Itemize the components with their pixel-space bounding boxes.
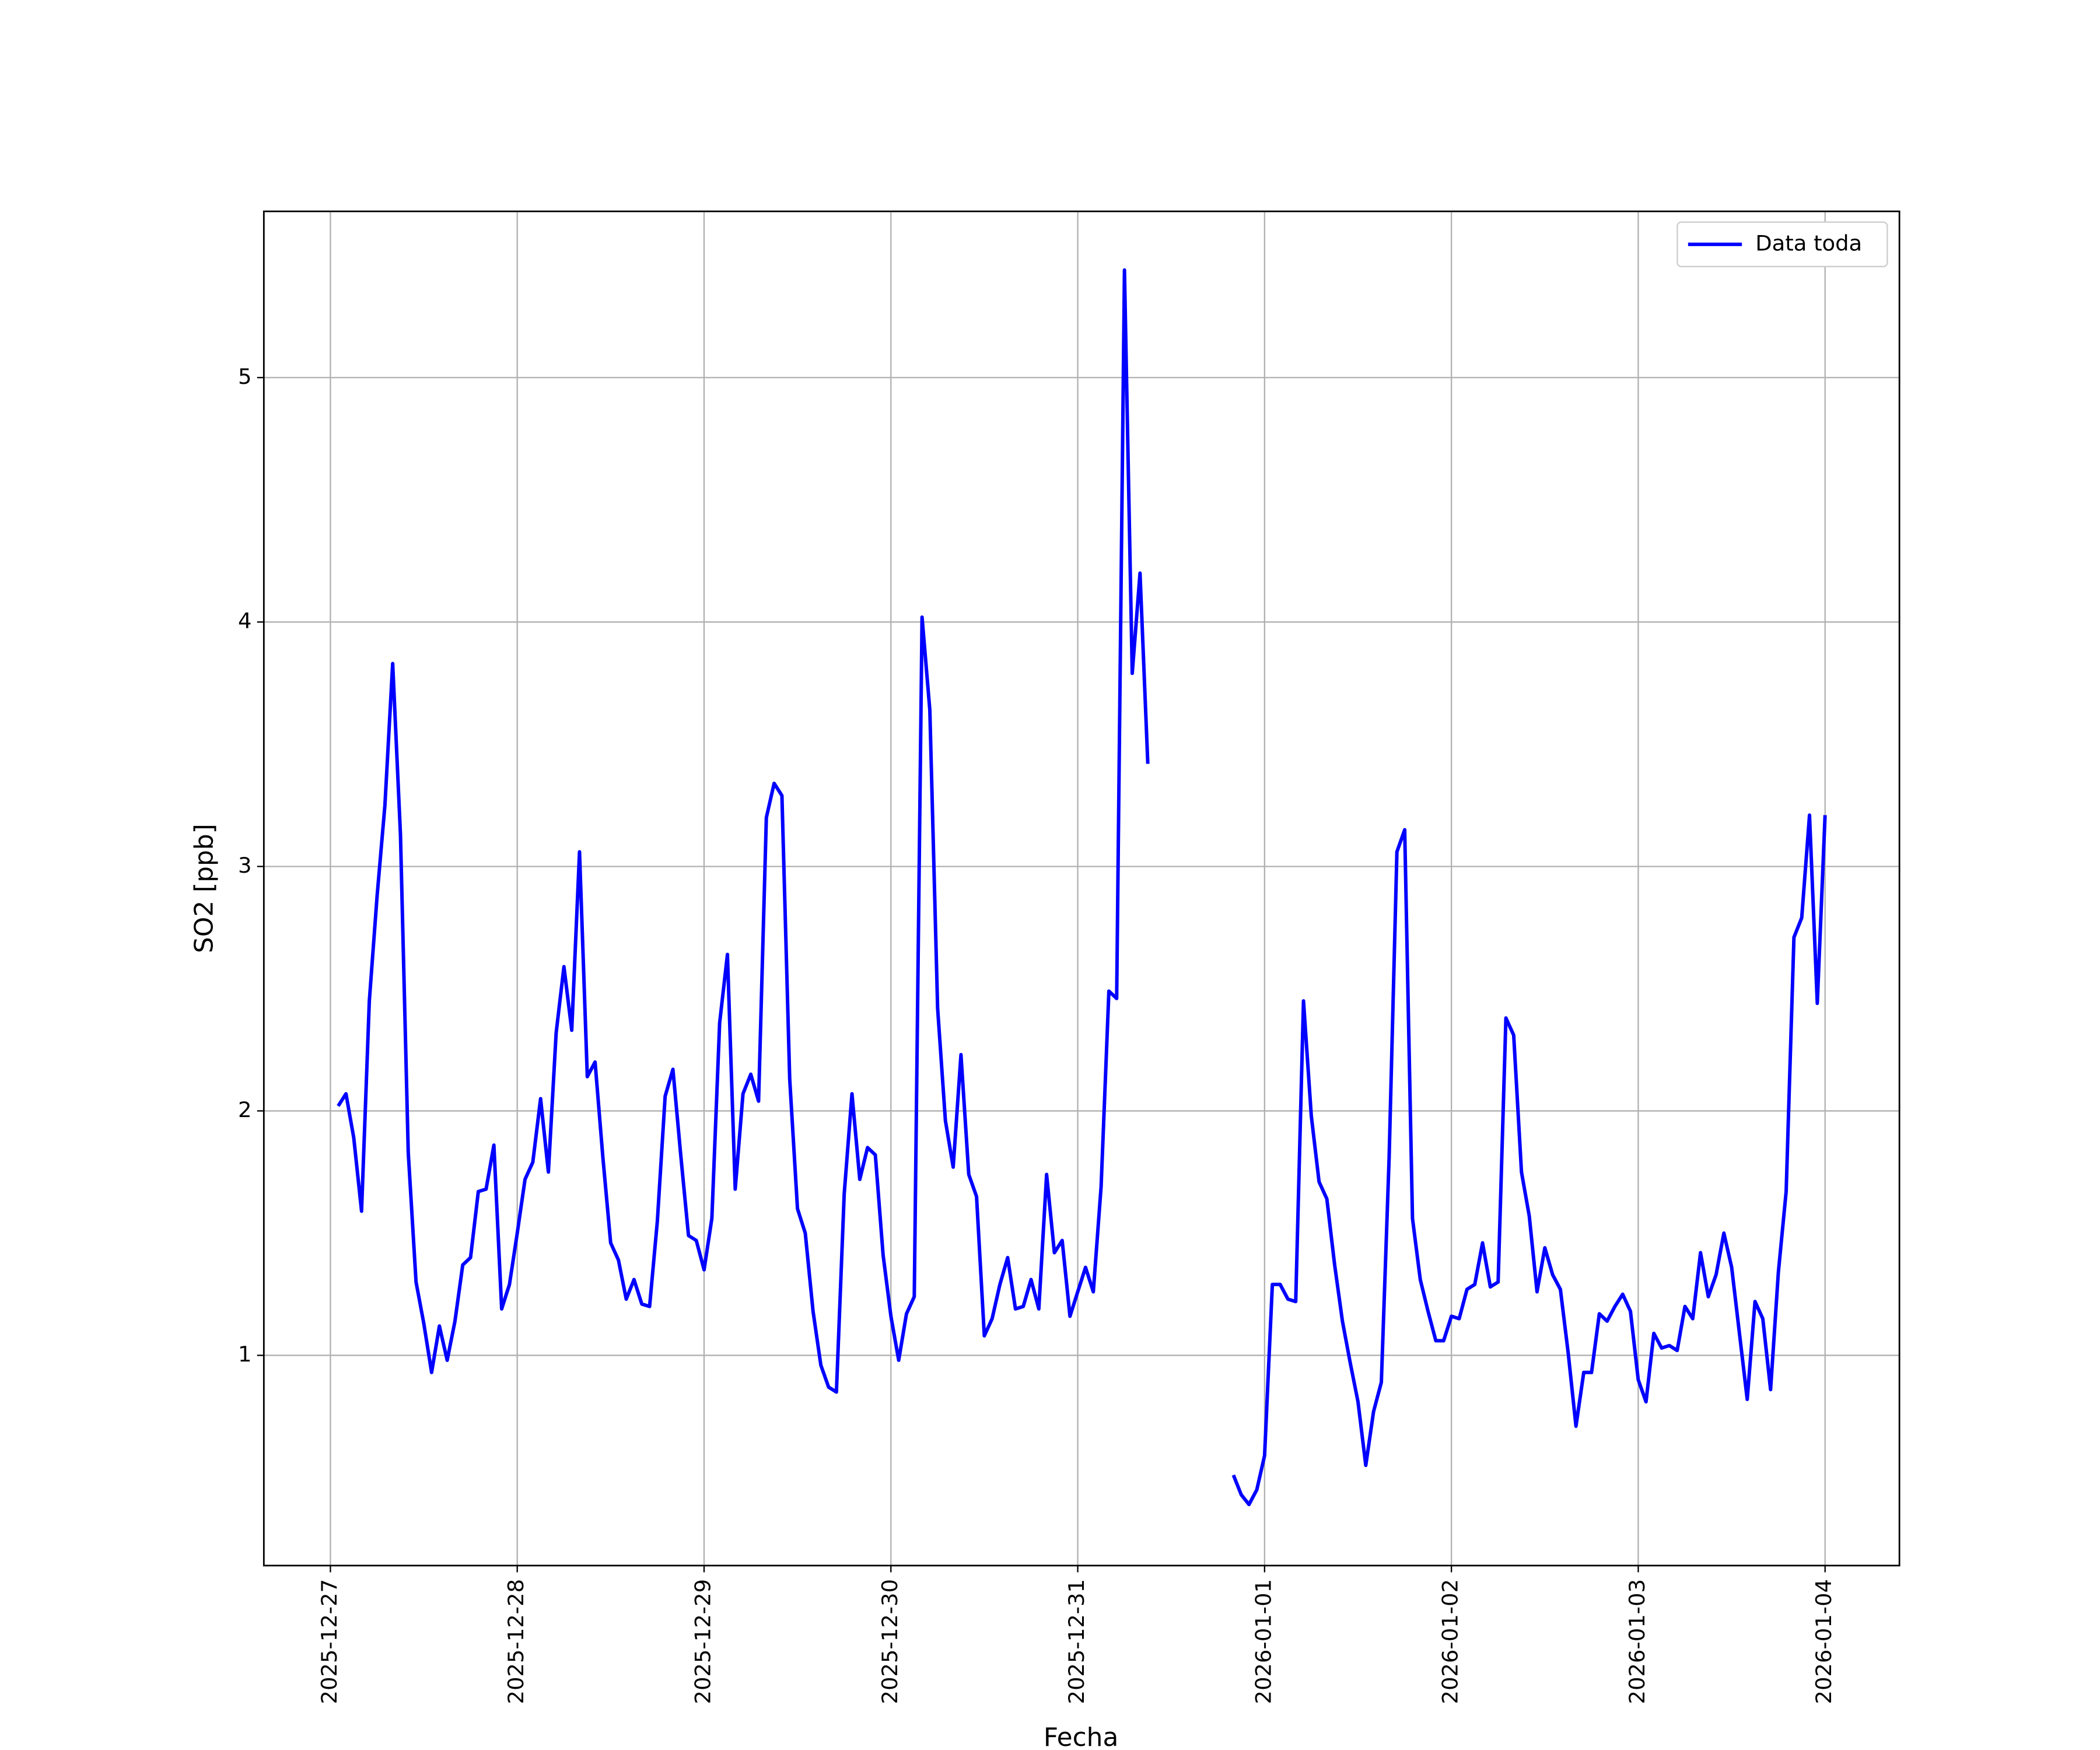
x-tick-label: 2026-01-03 [1625,1579,1650,1704]
x-tick-label: 2026-01-04 [1811,1579,1836,1704]
y-tick-label: 3 [238,853,251,878]
x-tick-label: 2025-12-30 [877,1579,902,1704]
x-tick-label: 2025-12-31 [1064,1579,1089,1704]
x-axis-label: Fecha [1044,1723,1119,1750]
y-tick-label: 1 [238,1342,251,1367]
data-line [337,268,1827,1507]
y-tick-label: 4 [238,608,251,634]
y-tick-label: 2 [238,1097,251,1122]
legend-label: Data toda [1755,230,1862,256]
y-axis-label: SO2 [ppb] [190,824,219,953]
x-tick-label: 2026-01-02 [1438,1579,1463,1704]
plot-frame [262,210,1901,1567]
y-tick-label: 5 [238,364,251,389]
legend-box [1676,221,1888,268]
x-tick-label: 2026-01-01 [1251,1579,1276,1704]
x-tick-label: 2025-12-28 [503,1579,528,1704]
x-tick-label: 2025-12-27 [317,1579,342,1704]
x-tick-label: 2025-12-29 [690,1579,715,1704]
